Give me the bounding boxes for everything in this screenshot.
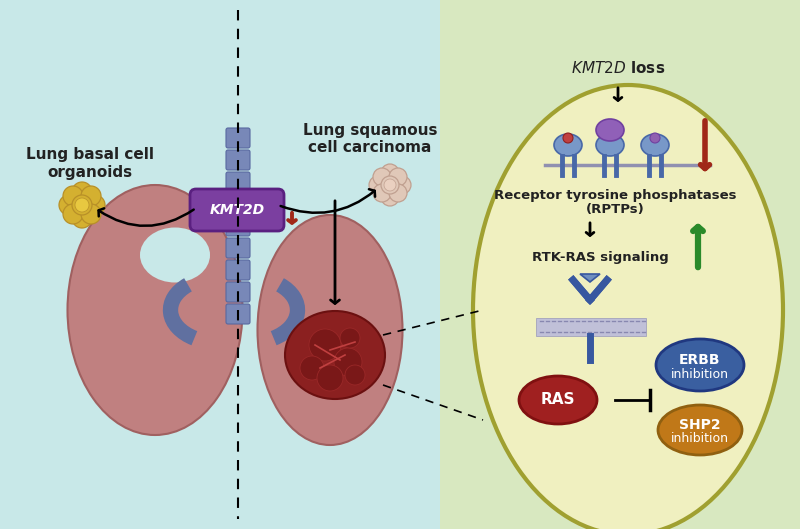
Bar — [440, 0, 800, 529]
Text: RAS: RAS — [541, 393, 575, 407]
Text: inhibition: inhibition — [671, 368, 729, 380]
Text: Lung squamous: Lung squamous — [302, 123, 438, 138]
Bar — [0, 0, 440, 529]
FancyBboxPatch shape — [226, 128, 250, 148]
Circle shape — [81, 204, 101, 224]
Circle shape — [300, 356, 324, 380]
FancyBboxPatch shape — [536, 318, 646, 336]
Circle shape — [75, 198, 89, 212]
Ellipse shape — [596, 134, 624, 156]
Polygon shape — [580, 274, 600, 282]
Text: Lung basal cell: Lung basal cell — [26, 148, 154, 162]
Text: cell carcinoma: cell carcinoma — [308, 140, 432, 154]
FancyBboxPatch shape — [190, 189, 284, 231]
FancyBboxPatch shape — [226, 238, 250, 258]
Ellipse shape — [656, 339, 744, 391]
Circle shape — [340, 328, 360, 348]
Circle shape — [59, 195, 79, 215]
Circle shape — [384, 179, 396, 191]
Circle shape — [72, 208, 92, 228]
Ellipse shape — [596, 119, 624, 141]
FancyBboxPatch shape — [226, 282, 250, 302]
Text: RTK-RAS signaling: RTK-RAS signaling — [532, 251, 668, 264]
Circle shape — [389, 184, 407, 202]
Circle shape — [381, 164, 399, 182]
Text: KMT2D: KMT2D — [210, 203, 265, 217]
Ellipse shape — [285, 311, 385, 399]
Text: Receptor tyrosine phosphatases: Receptor tyrosine phosphatases — [494, 188, 736, 202]
Circle shape — [72, 195, 92, 215]
Text: organoids: organoids — [47, 165, 133, 179]
Ellipse shape — [473, 85, 783, 529]
Text: $\mathit{KMT2D}$ loss: $\mathit{KMT2D}$ loss — [571, 60, 665, 76]
Ellipse shape — [67, 185, 242, 435]
FancyBboxPatch shape — [226, 172, 250, 192]
Circle shape — [81, 186, 101, 206]
Circle shape — [381, 176, 399, 194]
Circle shape — [393, 176, 411, 194]
Circle shape — [85, 195, 105, 215]
Circle shape — [650, 133, 660, 143]
Circle shape — [72, 182, 92, 202]
Ellipse shape — [258, 215, 402, 445]
Ellipse shape — [519, 376, 597, 424]
Circle shape — [345, 365, 365, 385]
Ellipse shape — [140, 227, 210, 282]
FancyBboxPatch shape — [226, 150, 250, 170]
Circle shape — [317, 365, 343, 391]
Circle shape — [63, 186, 83, 206]
Text: inhibition: inhibition — [671, 433, 729, 445]
FancyBboxPatch shape — [226, 216, 250, 236]
Circle shape — [563, 133, 573, 143]
Circle shape — [63, 204, 83, 224]
Circle shape — [389, 168, 407, 186]
Ellipse shape — [554, 134, 582, 156]
Circle shape — [381, 188, 399, 206]
Circle shape — [309, 329, 341, 361]
Text: ERBB: ERBB — [679, 353, 721, 367]
Text: SHP2: SHP2 — [679, 418, 721, 432]
Text: (RPTPs): (RPTPs) — [586, 204, 644, 216]
FancyBboxPatch shape — [226, 304, 250, 324]
Circle shape — [334, 348, 362, 376]
FancyBboxPatch shape — [226, 194, 250, 214]
Circle shape — [373, 184, 391, 202]
Circle shape — [369, 176, 387, 194]
Ellipse shape — [641, 134, 669, 156]
FancyBboxPatch shape — [226, 260, 250, 280]
Circle shape — [373, 168, 391, 186]
Ellipse shape — [658, 405, 742, 455]
